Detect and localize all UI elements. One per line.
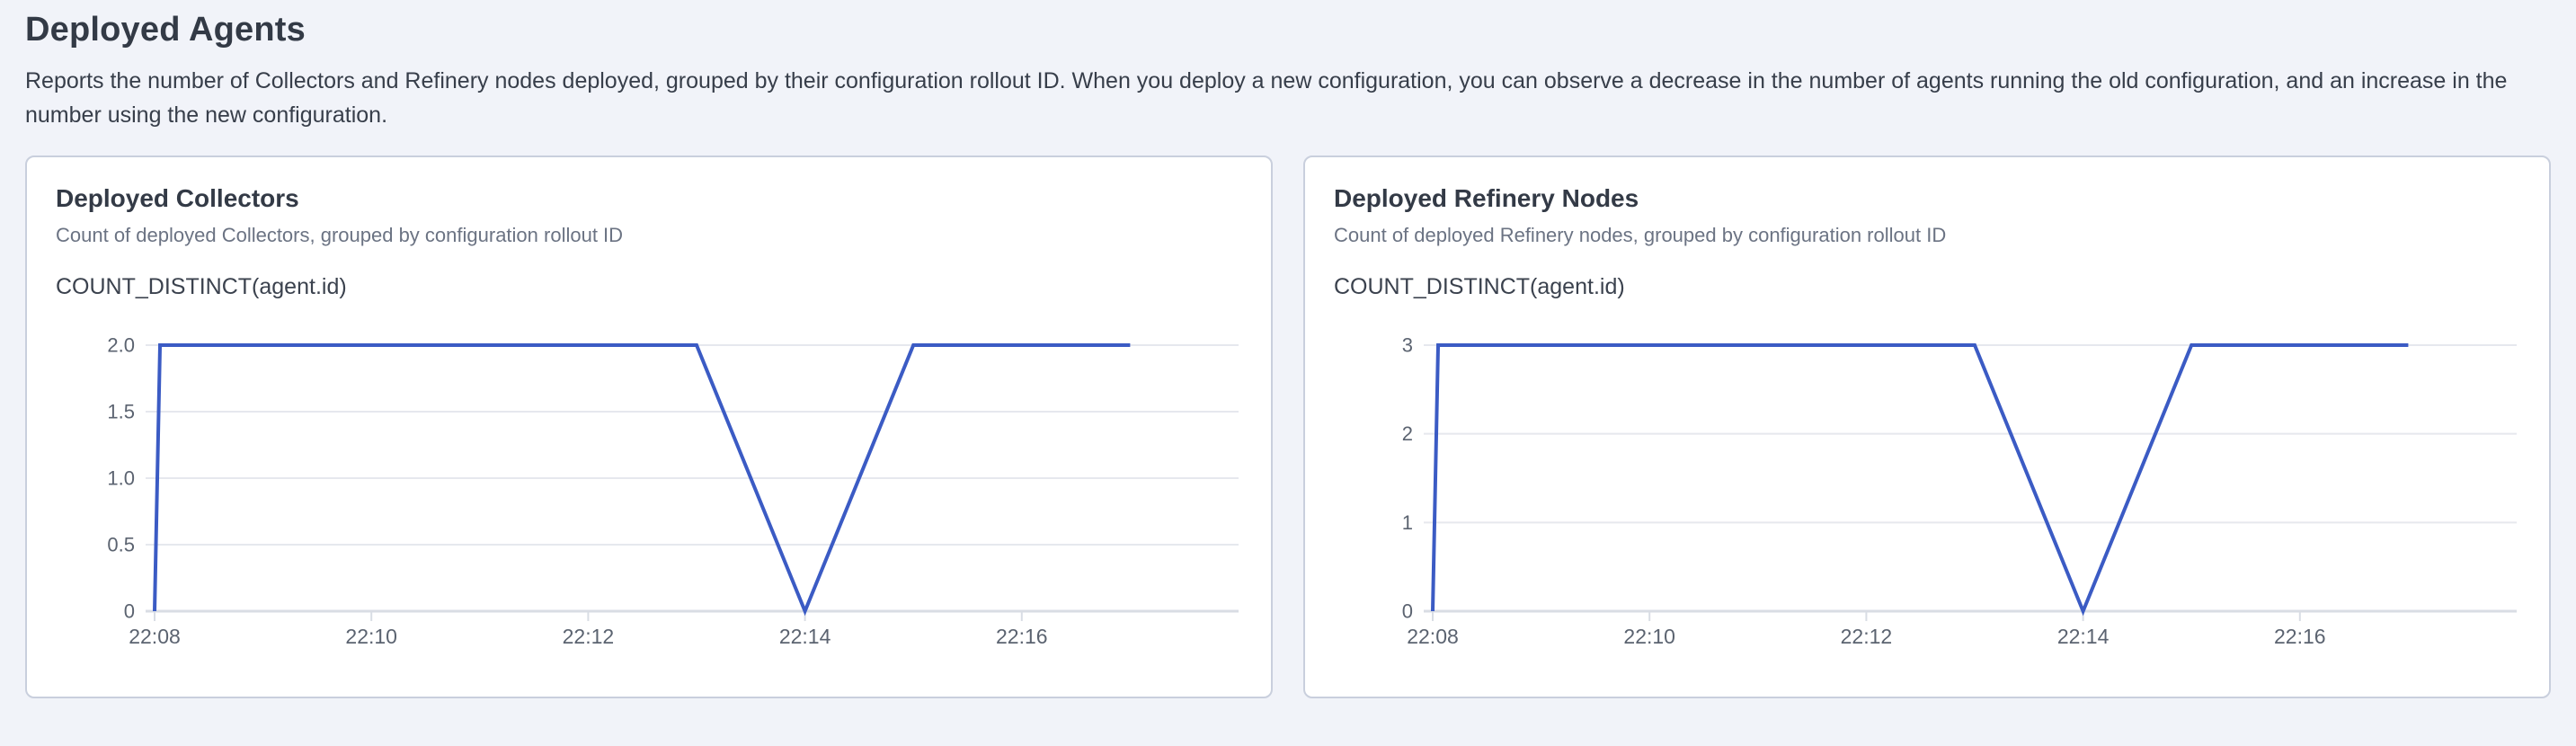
chart-subtitle: Count of deployed Collectors, grouped by… xyxy=(56,224,624,246)
x-axis-label: 22:10 xyxy=(345,625,397,648)
y-axis-label: 1.5 xyxy=(107,401,135,423)
y-axis-label: 2 xyxy=(1402,422,1413,445)
y-axis-label: 2.0 xyxy=(107,334,135,357)
y-axis-label: 0.5 xyxy=(107,534,135,556)
y-axis-label: 3 xyxy=(1402,334,1413,357)
series-line xyxy=(153,343,1131,617)
chart-card-collectors: Deployed Collectors Count of deployed Co… xyxy=(25,155,1273,698)
x-axis-label: 22:16 xyxy=(996,625,1048,648)
x-axis-label: 22:10 xyxy=(1623,625,1675,648)
y-axis-label: 1 xyxy=(1402,511,1413,534)
chart-title: Deployed Refinery Nodes xyxy=(1334,184,1639,212)
page-title: Deployed Agents xyxy=(25,11,306,49)
metric-label: COUNT_DISTINCT(agent.id) xyxy=(56,274,347,299)
charts-row: Deployed Collectors Count of deployed Co… xyxy=(25,155,2551,698)
dashboard-page: Deployed Agents Reports the number of Co… xyxy=(25,11,2551,698)
x-axis-label: 22:16 xyxy=(2274,625,2326,648)
chart-title: Deployed Collectors xyxy=(56,184,299,212)
x-axis-label: 22:14 xyxy=(779,625,831,648)
series-line xyxy=(1431,343,2409,617)
line-chart-refinery[interactable]: 0 1 2 3 22:08 22:10 22:12 22:14 22:16 xyxy=(1334,334,2520,651)
x-axis-label: 22:14 xyxy=(2057,625,2110,648)
y-axis-label: 1.0 xyxy=(107,467,135,490)
x-axis-label: 22:08 xyxy=(1407,625,1459,648)
chart-card-refinery: Deployed Refinery Nodes Count of deploye… xyxy=(1303,155,2551,698)
x-axis-label: 22:08 xyxy=(129,625,181,648)
page-description: Reports the number of Collectors and Ref… xyxy=(25,68,2508,128)
metric-label: COUNT_DISTINCT(agent.id) xyxy=(1334,274,1625,299)
x-axis-label: 22:12 xyxy=(1841,625,1893,648)
y-axis-label: 0 xyxy=(1402,600,1413,623)
line-chart-collectors[interactable]: 0 0.5 1.0 1.5 2.0 22:08 22:10 22:12 22:14 22:16 xyxy=(56,334,1242,651)
x-axis-label: 22:12 xyxy=(563,625,615,648)
chart-subtitle: Count of deployed Refinery nodes, groupe… xyxy=(1334,224,1947,246)
y-axis-label: 0 xyxy=(124,600,135,623)
